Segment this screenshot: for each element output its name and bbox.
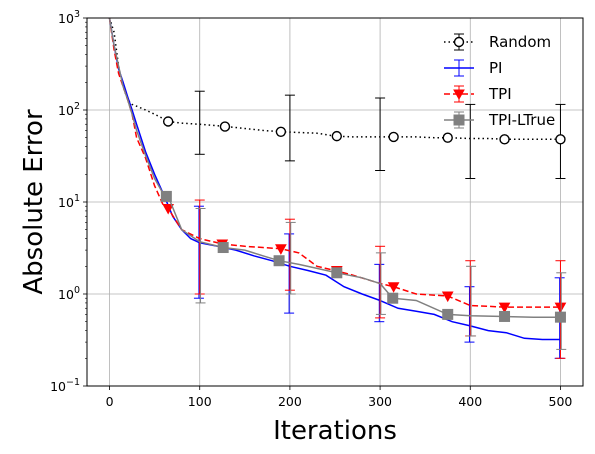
data-point (499, 310, 511, 322)
data-point (162, 203, 175, 215)
data-point (331, 267, 343, 279)
series-line (108, 17, 561, 341)
data-point (160, 190, 172, 202)
x-tick-label: 500 (549, 394, 573, 409)
data-point (217, 242, 229, 254)
legend-label: TPI (488, 85, 512, 103)
x-tick-label: 100 (188, 394, 212, 409)
data-point (554, 302, 567, 314)
data-point (387, 282, 400, 293)
x-tick-label: 0 (106, 394, 114, 409)
y-axis-label: Absolute Error (19, 109, 49, 295)
legend-item: Random (444, 33, 551, 51)
y-tick-label: 10−1 (50, 377, 80, 394)
y-tick-label: 103 (58, 9, 80, 26)
data-point (499, 134, 510, 145)
legend-label: Random (489, 33, 551, 51)
data-point (554, 311, 566, 323)
y-tick-label: 102 (58, 101, 80, 118)
data-point (498, 302, 511, 314)
x-tick-label: 400 (458, 394, 482, 409)
data-point (273, 255, 285, 267)
data-point (275, 244, 287, 255)
y-tick-label: 100 (58, 285, 80, 302)
legend-marker (453, 36, 465, 48)
x-tick-label: 200 (278, 394, 302, 409)
legend-item: PI (444, 59, 502, 77)
x-axis-label: Iterations (273, 416, 397, 446)
data-point (219, 121, 231, 132)
data-point (331, 130, 343, 142)
series-line (108, 17, 561, 141)
data-point (388, 131, 399, 143)
data-point (442, 308, 454, 320)
ticks: 0 100 200 300 400 500 10−1 100 101 102 103 (50, 9, 572, 409)
series-line (108, 17, 561, 318)
legend-label: TPI-LTrue (488, 111, 555, 129)
legend-marker (453, 89, 465, 101)
series-random (108, 17, 566, 180)
y-tick-label: 101 (58, 193, 80, 210)
data-point (442, 132, 453, 143)
data-point (441, 291, 454, 303)
series-layer (108, 17, 567, 359)
x-tick-label: 300 (368, 394, 392, 409)
legend-marker (453, 114, 465, 126)
data-point (387, 292, 399, 304)
data-point (555, 134, 566, 145)
series-tpi-ltrue (108, 17, 567, 350)
legend: Random PI TPI TPI-LTrue (444, 33, 555, 129)
legend-item: TPI (444, 85, 512, 103)
legend-item: TPI-LTrue (444, 111, 555, 129)
legend-label: PI (489, 59, 502, 77)
data-point (162, 116, 174, 127)
data-point (275, 126, 287, 137)
